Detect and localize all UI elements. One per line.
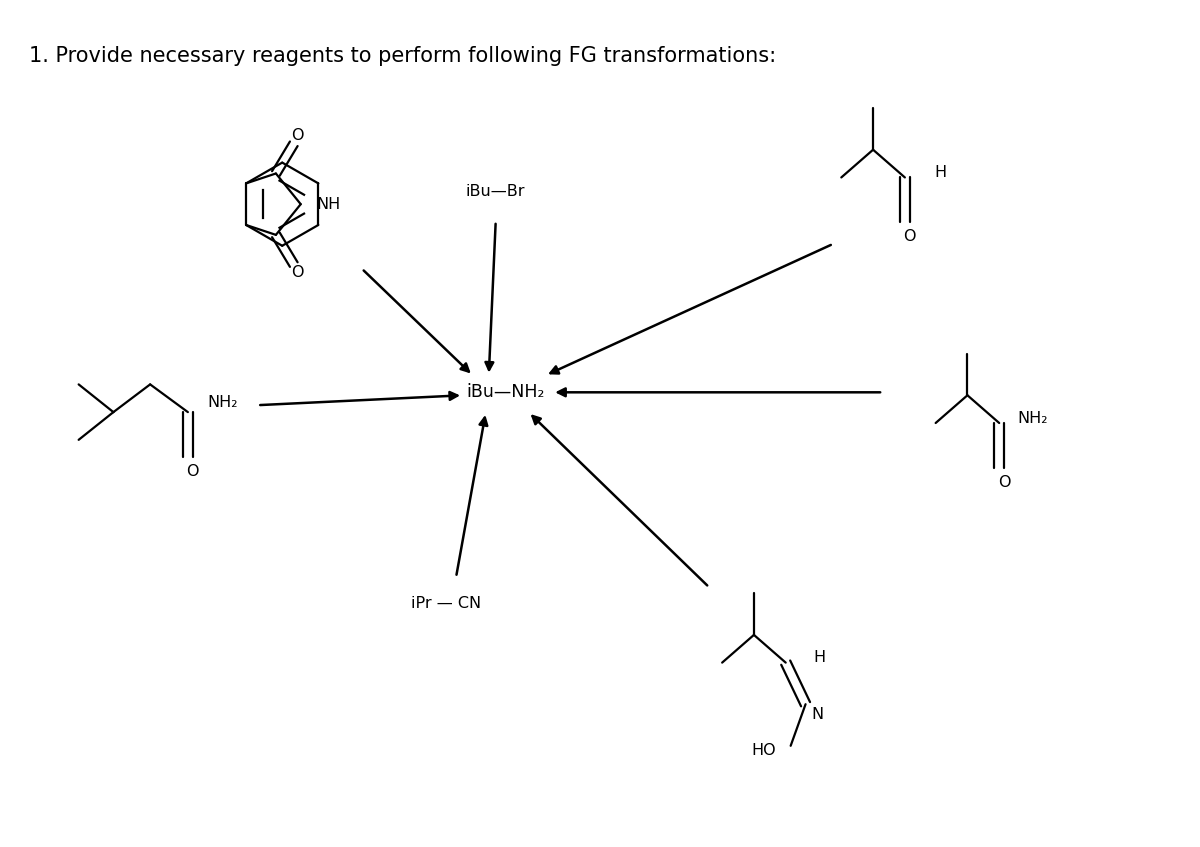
- Text: NH₂: NH₂: [208, 395, 239, 410]
- Text: O: O: [292, 129, 304, 143]
- Text: NH: NH: [317, 197, 341, 212]
- Text: iPr — CN: iPr — CN: [412, 595, 481, 611]
- Text: O: O: [292, 265, 304, 280]
- Text: iBu—NH₂: iBu—NH₂: [467, 384, 545, 401]
- Text: NH₂: NH₂: [1018, 411, 1048, 425]
- Text: H: H: [814, 650, 826, 665]
- Text: N: N: [811, 706, 823, 722]
- Text: O: O: [998, 475, 1010, 490]
- Text: iBu—Br: iBu—Br: [466, 184, 526, 199]
- Text: O: O: [186, 464, 199, 479]
- Text: O: O: [904, 230, 916, 244]
- Text: HO: HO: [751, 744, 775, 758]
- Text: 1. Provide necessary reagents to perform following FG transformations:: 1. Provide necessary reagents to perform…: [29, 46, 776, 66]
- Text: H: H: [935, 165, 947, 180]
